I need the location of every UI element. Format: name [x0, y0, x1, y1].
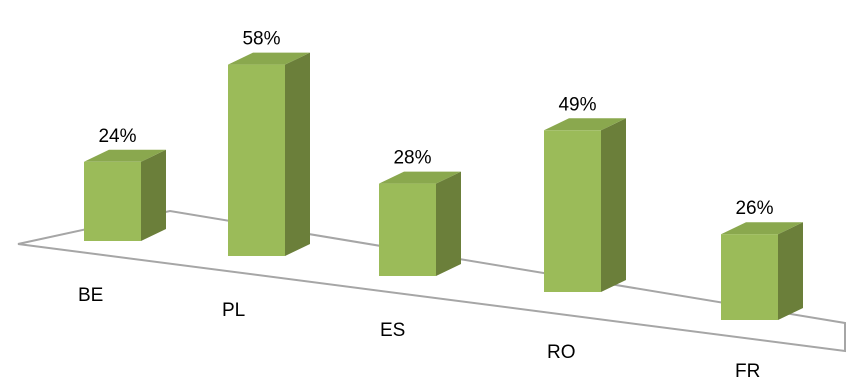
data-label-be: 24%	[98, 126, 136, 147]
labels-group: 24% BE 58% PL 28% ES 49% RO 26% FR	[78, 29, 774, 382]
bar-side-be	[141, 149, 166, 241]
bar-top-es	[379, 171, 461, 184]
category-label-ro: RO	[547, 342, 576, 363]
data-label-es: 28%	[393, 148, 431, 169]
bar-pl	[228, 52, 310, 256]
category-label-es: ES	[380, 320, 405, 341]
bar-front-ro	[544, 130, 601, 292]
category-label-fr: FR	[735, 361, 760, 382]
bar-front-be	[84, 161, 141, 241]
data-label-fr: 26%	[735, 198, 773, 219]
bar-top-pl	[228, 52, 310, 65]
bars-group	[84, 52, 803, 320]
category-label-pl: PL	[222, 300, 245, 321]
bar-front-es	[379, 183, 436, 276]
bar-fr	[721, 222, 803, 320]
bar-ro	[544, 118, 626, 292]
bar-side-ro	[601, 118, 626, 292]
data-label-pl: 58%	[242, 29, 280, 50]
bar-side-fr	[778, 222, 803, 320]
bar-es	[379, 171, 461, 276]
bar-top-be	[84, 149, 166, 162]
bar-side-pl	[285, 52, 310, 256]
bar-top-fr	[721, 222, 803, 235]
bar-front-pl	[228, 64, 285, 256]
bar-front-fr	[721, 234, 778, 320]
bar-side-es	[436, 171, 461, 276]
data-label-ro: 49%	[558, 94, 596, 115]
bar-be	[84, 149, 166, 241]
bar-top-ro	[544, 118, 626, 131]
category-label-be: BE	[78, 285, 103, 306]
